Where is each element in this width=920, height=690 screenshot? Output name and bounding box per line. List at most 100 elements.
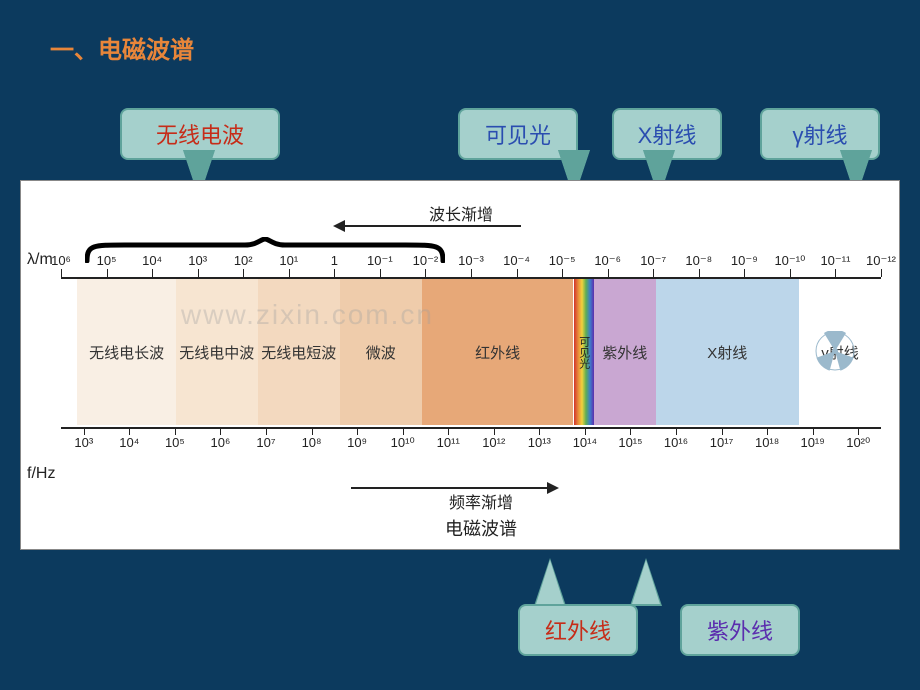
freq-tick [220,427,221,435]
spectrum-bands: 无线电长波无线电中波无线电短波微波红外线可见光紫外线X射线γ射线 [61,279,881,425]
callout-gamma-label: γ射线 [792,123,847,148]
band-无线电长波: 无线电长波 [77,279,175,425]
lambda-tick-label: 10⁻¹² [866,253,896,269]
freq-tick-label: 10¹⁷ [710,435,734,450]
radiation-icon [815,331,855,371]
freq-tick [84,427,85,435]
freq-tick-label: 10¹⁰ [391,435,415,451]
lambda-tick-label: 10¹ [279,253,298,268]
band-label: 可见光 [576,336,592,369]
lambda-tick [198,269,199,277]
freq-tick [266,427,267,435]
freq-tick [676,427,677,435]
lambda-tick-label: 10² [234,253,253,268]
band-label: 无线电中波 [179,342,254,363]
band-紫外线: 紫外线 [594,279,656,425]
freq-tick-label: 10²⁰ [846,435,870,451]
lambda-tick-label: 10⁻¹¹ [820,253,850,269]
freq-tick [722,427,723,435]
freq-tick-label: 10¹⁶ [664,435,688,450]
lambda-tick-label: 10⁻⁹ [731,253,758,269]
freq-tick [129,427,130,435]
callout-xray-label: X射线 [638,123,697,148]
lambda-tick-label: 10⁻¹⁰ [774,253,805,269]
freq-tick [858,427,859,435]
freq-tick [813,427,814,435]
band-label: 无线电短波 [261,342,336,363]
band-无线电短波: 无线电短波 [258,279,340,425]
lambda-tick-label: 10⁻⁷ [640,253,666,269]
freq-tick-label: 10¹¹ [437,435,460,450]
em-spectrum-chart: 波长渐增 λ/m 10⁶ 10⁵ 10⁴ 10³ 10² 10¹ 1 10⁻¹ 10⁻² 10⁻³… [20,180,900,550]
band-label: 微波 [366,342,396,363]
lambda-tick-label: 10⁵ [97,253,117,268]
freq-tick-label: 10¹⁵ [618,435,642,450]
page-title: 一、电磁波谱 [50,30,194,65]
lambda-tick [334,269,335,277]
freq-tick [494,427,495,435]
callout-ir-tail [536,560,564,604]
lambda-tick-label: 10⁶ [51,253,71,268]
lambda-tick [152,269,153,277]
callout-radio-label: 无线电波 [156,123,244,148]
callout-uv-label: 紫外线 [707,619,773,644]
freq-tick [312,427,313,435]
lambda-tick [61,269,62,277]
freq-tick [585,427,586,435]
lambda-tick [243,269,244,277]
freq-tick [767,427,768,435]
callout-visible-label: 可见光 [485,123,551,148]
freq-tick-label: 10⁹ [347,435,367,450]
lambda-tick-label: 10⁻³ [458,253,484,269]
lambda-tick-label: 10⁻⁴ [503,253,530,269]
lambda-tick [699,269,700,277]
lambda-tick-label: 10⁻⁵ [549,253,576,269]
lambda-tick [653,269,654,277]
lambda-tick [835,269,836,277]
freq-tick-label: 10¹⁸ [755,435,779,450]
freq-tick [539,427,540,435]
lambda-tick [790,269,791,277]
lambda-tick-label: 10³ [188,253,207,268]
freq-tick-label: 10¹³ [528,435,551,450]
freq-tick-label: 10⁴ [119,435,139,450]
callout-uv-tail [632,560,660,604]
band-微波: 微波 [340,279,422,425]
lambda-tick [881,269,882,277]
band-label: X射线 [707,342,747,363]
callout-uv: 紫外线 [680,604,800,656]
lambda-tick [289,269,290,277]
lambda-tick [471,269,472,277]
lambda-tick [517,269,518,277]
freq-tick-label: 10⁷ [256,435,275,450]
lambda-tick-label: 10⁻⁶ [594,253,621,269]
lambda-tick [380,269,381,277]
axis-lambda-label: λ/m [27,251,53,269]
wavelength-increase-label: 波长渐增 [381,201,541,225]
band-红外线: 红外线 [422,279,574,425]
freq-tick-label: 10³ [74,435,93,450]
lambda-tick-label: 10⁻² [413,253,439,269]
freq-tick [630,427,631,435]
lambda-tick [608,269,609,277]
freq-tick-label: 10¹⁹ [800,435,824,450]
lambda-tick [744,269,745,277]
freq-tick [403,427,404,435]
axis-freq-label: f/Hz [27,465,55,483]
callout-ir: 红外线 [518,604,638,656]
freq-tick-label: 10⁸ [302,435,322,450]
lambda-tick-label: 10⁻¹ [367,253,393,269]
band-无线电中波: 无线电中波 [176,279,258,425]
freq-axis: 10³10⁴10⁵10⁶10⁷10⁸10⁹10¹⁰10¹¹10¹²10¹³10¹… [61,427,881,429]
band-可见光: 可见光 [574,279,595,425]
freq-tick-label: 10¹⁴ [573,435,597,450]
lambda-tick-label: 1 [331,253,338,268]
lambda-tick [562,269,563,277]
band-label: 紫外线 [602,342,647,363]
freq-tick [357,427,358,435]
lambda-tick [425,269,426,277]
freq-tick-label: 10¹² [482,435,505,450]
freq-tick-label: 10⁶ [211,435,231,450]
lambda-tick [107,269,108,277]
lambda-tick-label: 10⁴ [142,253,162,268]
